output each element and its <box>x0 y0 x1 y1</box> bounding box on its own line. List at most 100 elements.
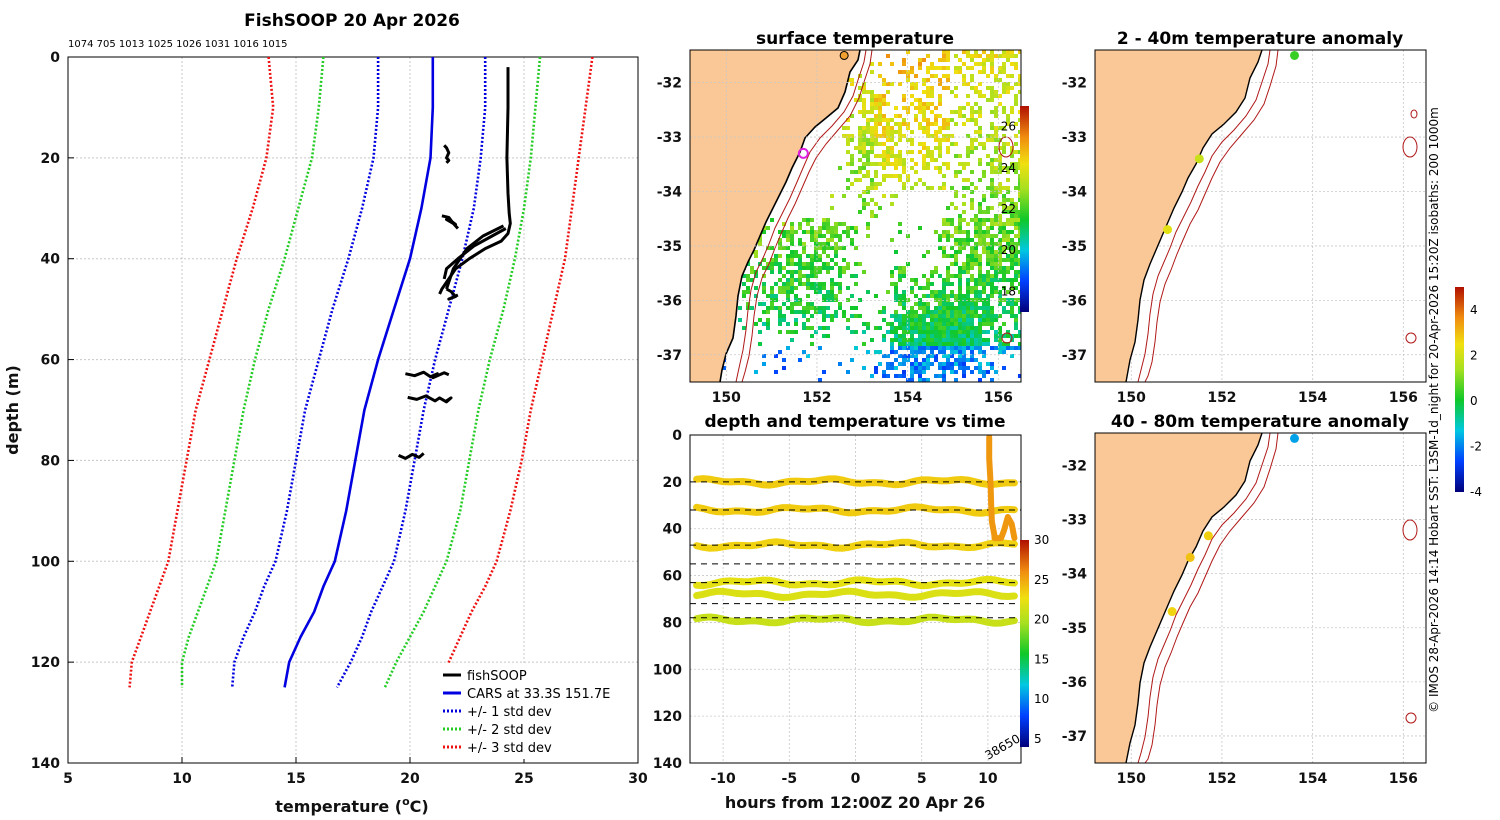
sst-pixel <box>922 294 926 298</box>
sst-pixel <box>786 346 790 350</box>
sst-pixel <box>1018 158 1021 162</box>
sst-pixel <box>966 258 970 262</box>
sst-pixel <box>894 338 898 342</box>
sst-pixel <box>838 306 842 310</box>
profile-tick-label-x: 25 <box>514 771 533 787</box>
sst-tick-label-y: -33 <box>657 130 682 146</box>
sst-pixel <box>910 370 914 374</box>
sst-pixel <box>918 62 922 66</box>
anomaly-colorbar <box>1455 287 1464 492</box>
sst-pixel <box>778 322 782 326</box>
sst-pixel <box>822 294 826 298</box>
sst-pixel <box>914 326 918 330</box>
sst-pixel <box>962 50 966 54</box>
sst-pixel <box>934 294 938 298</box>
sst-pixel <box>830 238 834 242</box>
sst-pixel <box>882 114 886 118</box>
sst-pixel <box>838 290 842 294</box>
sst-pixel <box>1002 270 1006 274</box>
sst-pixel <box>878 102 882 106</box>
sst-pixel <box>862 174 866 178</box>
sst-pixel <box>890 350 894 354</box>
sst-pixel <box>922 306 926 310</box>
sst-colorbar-label: 26 <box>1001 120 1016 134</box>
sst-pixel <box>998 222 1002 226</box>
sst-pixel <box>978 366 982 370</box>
sst-pixel <box>802 322 806 326</box>
sst-pixel <box>902 342 906 346</box>
sst-pixel <box>874 370 878 374</box>
sst-pixel <box>894 366 898 370</box>
sst-pixel <box>942 138 946 142</box>
sst-pixel <box>974 294 978 298</box>
sst-pixel <box>922 78 926 82</box>
sst-pixel <box>966 310 970 314</box>
sst-pixel <box>930 74 934 78</box>
sst-pixel <box>918 334 922 338</box>
sst-pixel <box>978 130 982 134</box>
sst-pixel <box>746 290 750 294</box>
sst-pixel <box>1018 74 1021 78</box>
sst-pixel <box>870 178 874 182</box>
sst-pixel <box>902 274 906 278</box>
sst-pixel <box>974 50 978 54</box>
sst-pixel <box>942 218 946 222</box>
sst-pixel <box>782 246 786 250</box>
sst-pixel <box>1010 86 1014 90</box>
sst-pixel <box>834 282 838 286</box>
sst-pixel <box>810 306 814 310</box>
sst-pixel <box>946 294 950 298</box>
sst-pixel <box>746 278 750 282</box>
sst-pixel <box>962 82 966 86</box>
sst-pixel <box>970 86 974 90</box>
sst-pixel <box>982 286 986 290</box>
sst-pixel <box>922 318 926 322</box>
sst-pixel <box>986 138 990 142</box>
sst-pixel <box>1014 278 1018 282</box>
sst-pixel <box>990 290 994 294</box>
sst-pixel <box>786 254 790 258</box>
sst-pixel <box>930 186 934 190</box>
sst-pixel <box>946 230 950 234</box>
sst-pixel <box>738 306 742 310</box>
sst-pixel <box>930 86 934 90</box>
sst-pixel <box>914 282 918 286</box>
sst-pixel <box>930 62 934 66</box>
sst-pixel <box>922 166 926 170</box>
sst-pixel <box>826 270 830 274</box>
sst-pixel <box>926 102 930 106</box>
sst-pixel <box>814 310 818 314</box>
sst-pixel <box>978 222 982 226</box>
sst-pixel <box>886 362 890 366</box>
sst-pixel <box>914 318 918 322</box>
sst-pixel <box>782 274 786 278</box>
sst-pixel <box>994 158 998 162</box>
sst-pixel <box>966 134 970 138</box>
sst-pixel <box>806 294 810 298</box>
sst-pixel <box>894 334 898 338</box>
sst-pixel <box>998 254 1002 258</box>
sst-pixel <box>914 302 918 306</box>
sst-pixel <box>902 354 906 358</box>
sst-pixel <box>930 66 934 70</box>
sst-pixel <box>866 222 870 226</box>
sst-pixel <box>914 74 918 78</box>
sst-pixel <box>946 206 950 210</box>
sst-pixel <box>930 94 934 98</box>
sst-pixel <box>894 162 898 166</box>
sst-pixel <box>874 102 878 106</box>
timeseries-tow-line <box>693 538 1018 552</box>
sst-pixel <box>1006 258 1010 262</box>
sst-pixel <box>898 322 902 326</box>
sst-pixel <box>882 354 886 358</box>
sst-pixel <box>850 226 854 230</box>
sst-pixel <box>922 342 926 346</box>
sst-pixel <box>902 302 906 306</box>
legend-box <box>437 663 617 759</box>
sst-pixel <box>862 330 866 334</box>
sst-pixel <box>978 266 982 270</box>
sst-pixel <box>998 338 1002 342</box>
sst-pixel <box>986 218 990 222</box>
sst-pixel <box>842 134 846 138</box>
sst-pixel <box>990 346 994 350</box>
